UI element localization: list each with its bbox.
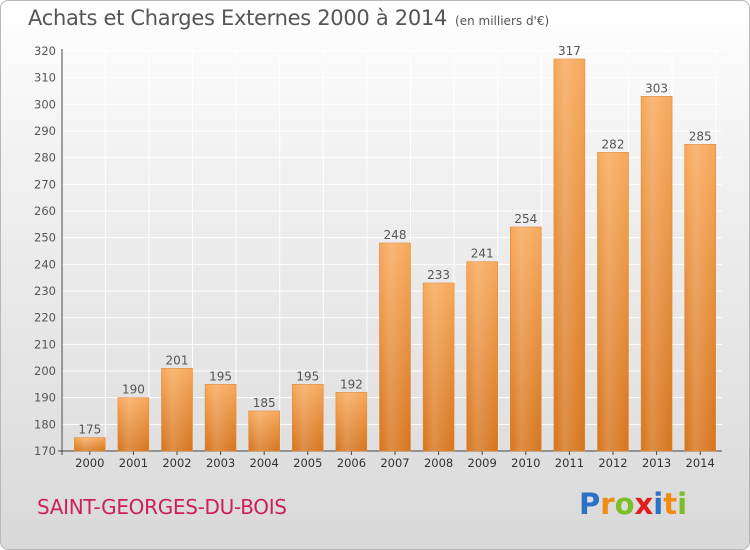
data-label: 248 xyxy=(384,228,407,242)
x-tick-label: 2001 xyxy=(119,456,148,470)
brand-logo: Proxiti xyxy=(579,487,687,521)
x-tick-label: 2011 xyxy=(555,456,584,470)
y-tick-label: 190 xyxy=(34,391,56,405)
y-tick-label: 280 xyxy=(34,151,56,165)
x-tick-label: 2009 xyxy=(468,456,497,470)
brand-letter: P xyxy=(579,487,601,521)
y-tick-label: 230 xyxy=(34,284,56,298)
bar-shine xyxy=(510,227,542,451)
bar-layer xyxy=(74,58,717,452)
bar-shine xyxy=(553,59,585,451)
x-tick-label: 2013 xyxy=(642,456,671,470)
bar-shine xyxy=(161,368,193,451)
y-tick-label: 180 xyxy=(34,417,56,431)
bar-shine xyxy=(684,144,716,452)
y-tick-label: 310 xyxy=(34,71,56,85)
label-layer: 175 2000 190 2001 201 2002 195 2003 185 2004 195 20… xyxy=(75,44,715,470)
y-tick-label: 290 xyxy=(34,124,56,138)
x-tick-label: 2010 xyxy=(511,456,540,470)
data-label: 317 xyxy=(558,44,581,58)
data-label: 233 xyxy=(427,268,450,282)
data-label: 285 xyxy=(689,129,712,143)
brand-letter: i xyxy=(653,487,664,521)
data-label: 185 xyxy=(253,396,276,410)
data-label: 195 xyxy=(296,369,319,383)
bar-shine xyxy=(641,96,673,451)
y-tick-label: 240 xyxy=(34,257,56,271)
bar-shine xyxy=(292,384,324,451)
x-tick-label: 2005 xyxy=(293,456,322,470)
bar-shine xyxy=(379,243,411,451)
brand-letter: r xyxy=(600,487,615,521)
y-tick-label: 210 xyxy=(34,337,56,351)
x-tick-label: 2006 xyxy=(337,456,366,470)
data-label: 303 xyxy=(645,81,668,95)
x-tick-label: 2014 xyxy=(686,456,715,470)
data-label: 192 xyxy=(340,377,363,391)
data-label: 254 xyxy=(514,212,537,226)
y-tick-label: 170 xyxy=(34,444,56,458)
x-tick-label: 2002 xyxy=(162,456,191,470)
brand-letter: x xyxy=(634,487,654,521)
brand-letter: o xyxy=(614,487,635,521)
x-tick-label: 2008 xyxy=(424,456,453,470)
chart-subtitle: (en milliers d'€) xyxy=(455,14,550,28)
y-tick-label: 200 xyxy=(34,364,56,378)
data-label: 195 xyxy=(209,369,232,383)
x-tick-label: 2003 xyxy=(206,456,235,470)
bar-shine xyxy=(117,397,149,451)
x-tick-label: 2000 xyxy=(75,456,104,470)
chart-title: Achats et Charges Externes 2000 à 2014 xyxy=(28,6,448,30)
title-row: Achats et Charges Externes 2000 à 2014 (e… xyxy=(28,6,549,30)
data-label: 201 xyxy=(166,353,189,367)
bar-shine xyxy=(205,384,237,451)
data-label: 282 xyxy=(602,137,625,151)
data-label: 241 xyxy=(471,247,494,261)
bar-shine xyxy=(597,152,629,452)
x-tick-label: 2004 xyxy=(250,456,279,470)
y-tick-label: 300 xyxy=(34,97,56,111)
x-tick-label: 2012 xyxy=(598,456,627,470)
y-tick-label: 220 xyxy=(34,311,56,325)
commune-name: SAINT-GEORGES-DU-BOIS xyxy=(37,495,287,519)
brand-letter: i xyxy=(677,487,688,521)
x-tick-label: 2007 xyxy=(380,456,409,470)
bar-shine xyxy=(423,283,455,451)
y-tick-label: 320 xyxy=(34,44,56,58)
bar-shine xyxy=(74,437,106,451)
bar-shine xyxy=(335,392,367,451)
data-label: 175 xyxy=(78,423,101,437)
y-tick-label: 270 xyxy=(34,177,56,191)
bar-shine xyxy=(248,411,280,451)
y-tick-label: 250 xyxy=(34,231,56,245)
bar-shine xyxy=(466,261,498,451)
brand-letter: t xyxy=(663,487,678,521)
y-tick-label: 260 xyxy=(34,204,56,218)
data-label: 190 xyxy=(122,383,145,397)
